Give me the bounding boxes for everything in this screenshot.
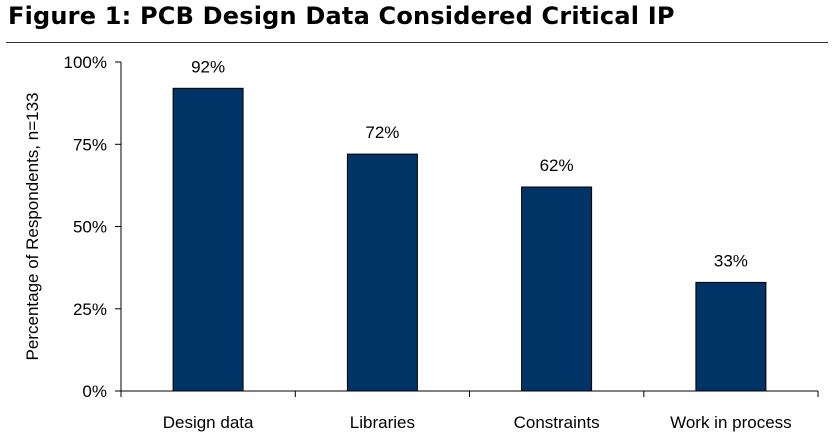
y-tick-label: 25% bbox=[73, 300, 107, 319]
bar-constraints bbox=[521, 186, 593, 392]
data-label: 72% bbox=[365, 123, 399, 142]
data-label: 62% bbox=[540, 156, 574, 175]
bars-group bbox=[172, 87, 767, 392]
category-label: Libraries bbox=[350, 413, 415, 432]
category-label: Design data bbox=[163, 413, 254, 432]
bar-work-in-process bbox=[695, 281, 767, 392]
figure-title: Figure 1: PCB Design Data Considered Cri… bbox=[8, 2, 675, 30]
y-ticks-group: 0% 25% 50% 75% 100% bbox=[64, 53, 121, 401]
category-label: Constraints bbox=[514, 413, 600, 432]
title-divider bbox=[6, 42, 828, 43]
data-label: 33% bbox=[714, 251, 748, 270]
y-tick-label: 50% bbox=[73, 218, 107, 237]
y-axis-label: Percentage of Respondents, n=133 bbox=[23, 93, 42, 361]
y-tick-label: 0% bbox=[82, 382, 107, 401]
bar-design-data bbox=[172, 87, 244, 392]
bar-libraries bbox=[346, 153, 418, 392]
y-axis-label-group: Percentage of Respondents, n=133 bbox=[23, 93, 42, 361]
data-labels-group: 92% 72% 62% 33% bbox=[191, 57, 748, 270]
data-label: 92% bbox=[191, 57, 225, 76]
category-labels-group: Design data Libraries Constraints Work in p… bbox=[163, 413, 792, 432]
category-label: Work in process bbox=[670, 413, 792, 432]
y-tick-label: 100% bbox=[64, 53, 107, 72]
y-tick-label: 75% bbox=[73, 135, 107, 154]
